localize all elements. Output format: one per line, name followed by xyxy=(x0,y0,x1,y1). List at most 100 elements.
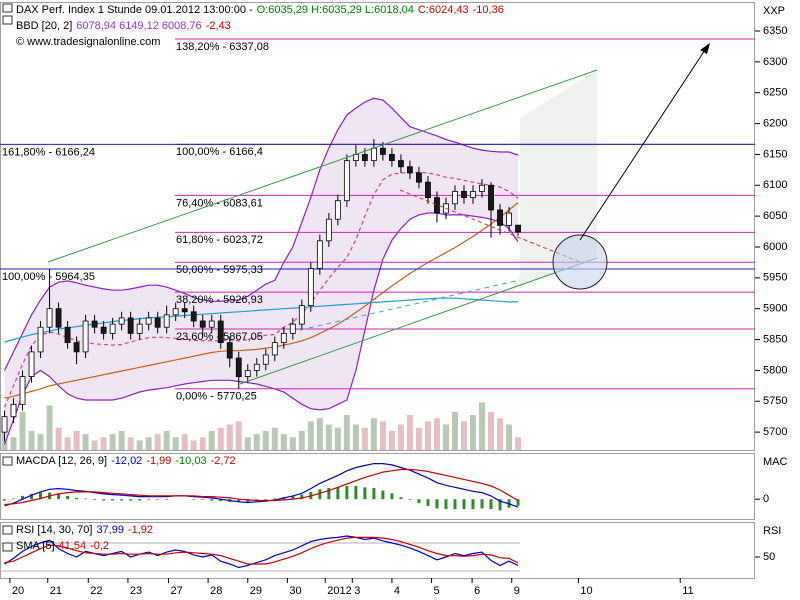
volume-bar xyxy=(298,430,305,450)
histogram-bar xyxy=(354,486,358,500)
volume-bar xyxy=(442,424,449,450)
header-icon xyxy=(2,542,13,552)
histogram-bar xyxy=(210,499,214,501)
volume-bar xyxy=(470,415,477,450)
y-tick-label: 6050 xyxy=(763,210,787,222)
candle-body xyxy=(235,357,242,377)
x-tick-label: 10 xyxy=(580,585,592,597)
y-tick-label: 6150 xyxy=(763,148,787,160)
candle-body xyxy=(452,191,458,205)
volume-bar xyxy=(433,418,440,450)
candle-body xyxy=(425,181,431,199)
x-tick-label: 11 xyxy=(682,585,693,597)
candle-body xyxy=(262,354,269,365)
candle-body xyxy=(461,191,467,199)
panel-header: © www.tradesignalonline.com xyxy=(16,36,160,48)
volume-bar xyxy=(109,434,116,450)
candle-body xyxy=(497,209,503,226)
axis-label: MAC xyxy=(763,456,788,468)
target-circle xyxy=(552,234,608,290)
histogram-bar xyxy=(93,499,97,500)
panel-header: BBD [20, 2] 6078,94 6149,12 6008,76 -2,43 xyxy=(16,20,231,32)
trend-dashed-blue xyxy=(299,279,521,331)
y-tick-label: 5750 xyxy=(763,395,787,407)
volume-bar xyxy=(208,430,215,450)
histogram-bar xyxy=(453,499,457,510)
histogram-bar xyxy=(390,493,394,500)
header-part: SMA [5] xyxy=(16,540,55,552)
histogram-bar xyxy=(489,499,493,510)
candle-body xyxy=(199,320,206,328)
y-tick-label: 5800 xyxy=(763,364,787,376)
x-tick-label: 4 xyxy=(394,585,400,597)
volume-bar xyxy=(37,434,44,450)
volume-bar xyxy=(10,437,17,450)
rsi-panel-frame xyxy=(0,522,755,579)
x-tick-label: 21 xyxy=(50,585,62,597)
candle-body xyxy=(506,212,512,226)
histogram-bar xyxy=(408,499,412,500)
moving-average xyxy=(4,297,518,343)
volume-bar xyxy=(253,434,260,450)
header-part: 6078,94 6149,12 6008,76 xyxy=(76,20,201,32)
band-upper xyxy=(3,97,519,371)
candle-body xyxy=(343,160,350,202)
header-part: 37,99 xyxy=(96,524,124,536)
candle-body xyxy=(488,184,494,211)
x-tick-label: 5 xyxy=(434,585,440,597)
volume-bar xyxy=(100,437,107,450)
header-icon xyxy=(2,456,13,466)
x-tick-label: 30 xyxy=(289,585,301,597)
histogram-bar xyxy=(75,497,79,500)
volume-bar xyxy=(316,418,323,450)
candle-body xyxy=(389,154,395,161)
volume-bar xyxy=(343,415,350,450)
histogram-bar xyxy=(399,497,403,500)
candle-body xyxy=(479,184,485,192)
volume-bar xyxy=(280,434,287,450)
volume-bar xyxy=(163,430,170,450)
candle-body xyxy=(172,308,179,316)
candle-body xyxy=(226,342,233,359)
channel-lower xyxy=(239,257,598,385)
histogram-bar xyxy=(111,499,115,501)
histogram-bar xyxy=(201,499,205,500)
moving-average xyxy=(4,202,519,399)
candle-body xyxy=(253,363,260,371)
candle-body xyxy=(154,317,161,328)
annotations xyxy=(2,3,710,552)
histogram-bar xyxy=(327,487,331,500)
header-icon xyxy=(2,525,13,535)
candle-body xyxy=(407,166,413,174)
candle-body xyxy=(10,403,17,418)
fib-extension-label: 100,00% - 5964,35 xyxy=(2,271,95,283)
volume-bar xyxy=(352,424,359,450)
candle-body xyxy=(145,317,152,325)
histogram-bar xyxy=(219,499,223,502)
candle-body xyxy=(307,268,314,307)
candle-body xyxy=(28,351,35,377)
header-part: -10,36 xyxy=(473,4,504,16)
candle-body xyxy=(515,224,521,233)
candle-body xyxy=(73,342,80,353)
header-part: MACDA [12, 26, 9] xyxy=(16,455,107,467)
volume-bar xyxy=(199,437,206,450)
histogram-bar xyxy=(120,499,124,501)
candle-body xyxy=(127,317,134,334)
candle-body xyxy=(334,200,341,220)
volume-bar xyxy=(181,434,188,450)
candle-body xyxy=(181,308,188,313)
x-tick-label: 20 xyxy=(12,585,24,597)
candle-body xyxy=(380,147,386,155)
arrow-line xyxy=(579,49,706,241)
y-tick-label: 5850 xyxy=(763,333,787,345)
header-part: 41,54 xyxy=(59,540,87,552)
volume-bar xyxy=(497,418,504,450)
trend-dashed-red xyxy=(399,189,581,263)
volume-bar xyxy=(479,402,486,450)
volume-bar xyxy=(506,424,513,450)
histogram-bar xyxy=(192,499,196,500)
band-area xyxy=(4,98,519,445)
header-part: -12,02 xyxy=(111,455,142,467)
